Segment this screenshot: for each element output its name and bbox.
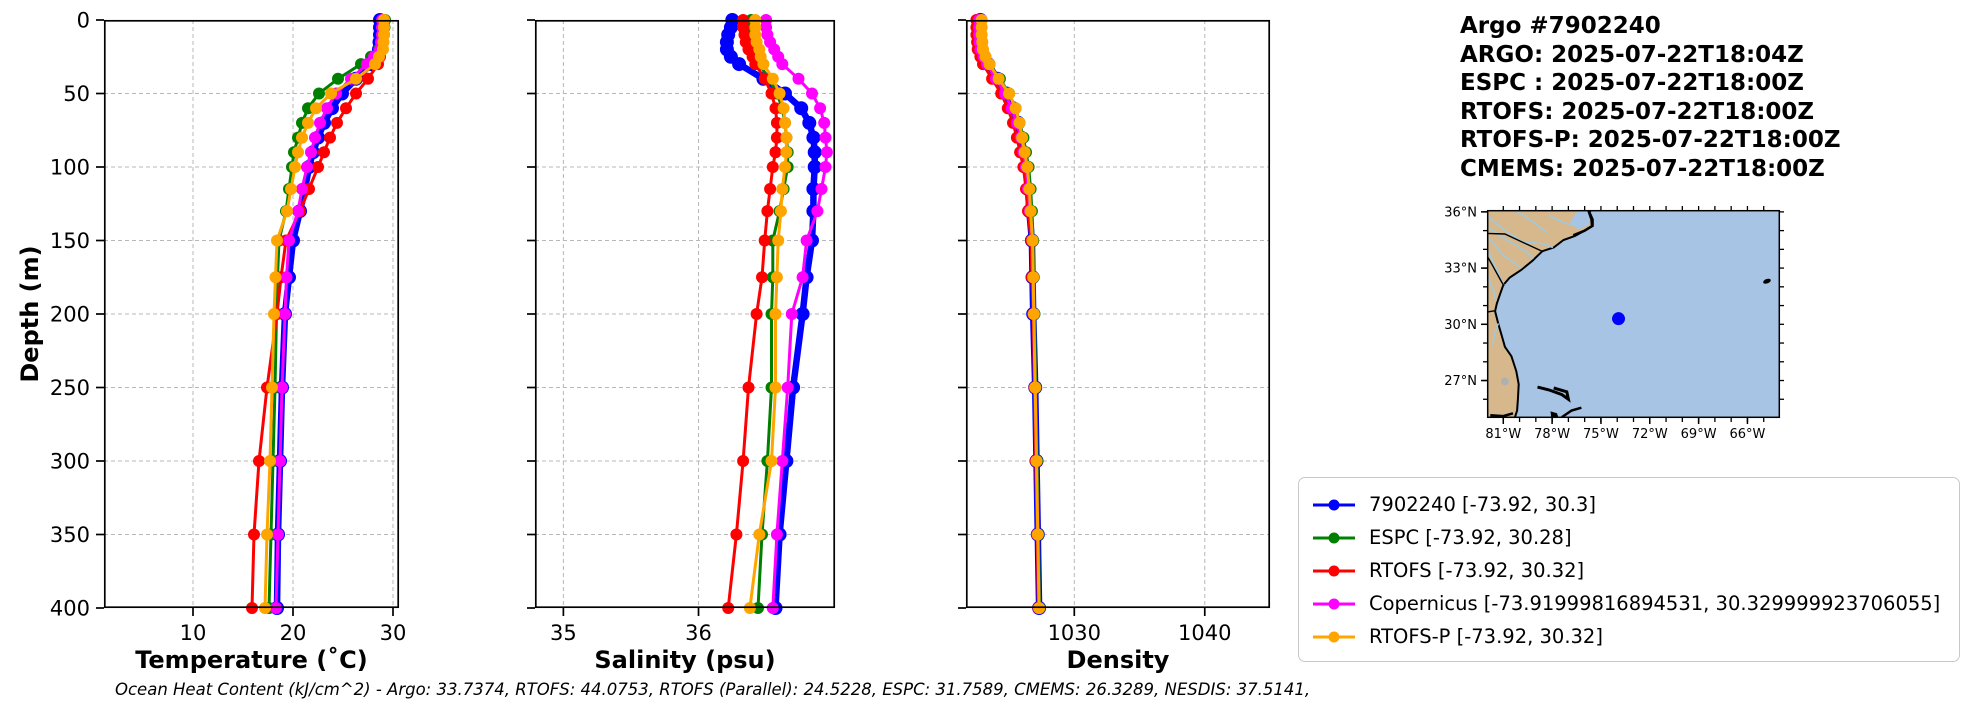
- river: [1487, 275, 1497, 302]
- legend-label: 7902240 [-73.92, 30.3]: [1369, 493, 1596, 516]
- location-map: 81°W 78°W 75°W 72°W 69°W 66°W 36°N 33°N 30°N 27°N: [1444, 205, 1784, 442]
- legend-label: RTOFS [-73.92, 30.32]: [1369, 559, 1585, 582]
- map-lon-tick-label: 72°W: [1632, 427, 1668, 442]
- legend-label: Copernicus [-73.91999816894531, 30.32999…: [1369, 592, 1941, 615]
- legend-item-rtofs: RTOFS [-73.92, 30.32]: [1311, 554, 1945, 587]
- florida-keys: [1490, 412, 1514, 418]
- float-position-marker: [1612, 312, 1626, 326]
- depth-tick-label: 300: [50, 450, 90, 474]
- x-tick-label: 1040: [1178, 621, 1231, 645]
- map-lat-tick-label: 27°N: [1444, 374, 1477, 389]
- density-axis-title: Density: [1066, 646, 1170, 674]
- river: [1514, 210, 1548, 234]
- legend-item-copernicus: Copernicus [-73.91999816894531, 30.32999…: [1311, 587, 1945, 620]
- map-lat-tick-label: 36°N: [1444, 205, 1477, 220]
- bermuda: [1763, 278, 1771, 284]
- depth-tick-label: 0: [77, 9, 90, 33]
- temperature-profile-chart: 10 20 30 0 50 100 150 200 250 300 350 400: [50, 9, 406, 645]
- temperature-axis-title: Temperature (˚C): [135, 646, 368, 674]
- ocean-heat-content-note: Ocean Heat Content (kJ/cm^2) - Argo: 33.…: [115, 680, 1311, 699]
- line-marker-icon: [1311, 630, 1357, 644]
- river: [1488, 237, 1522, 269]
- pamlico-sound: [1570, 210, 1590, 230]
- x-tick-label: 35: [550, 621, 577, 645]
- map-lon-tick-label: 69°W: [1681, 427, 1717, 442]
- salinity-axis-title: Salinity (psu): [594, 646, 776, 674]
- map-lat-tick-label: 33°N: [1444, 262, 1477, 277]
- depth-tick-label: 200: [50, 303, 90, 327]
- rtofs-p-timestamp: RTOFS-P: 2025-07-22T18:00Z: [1460, 127, 1841, 153]
- state-border: [1487, 255, 1505, 287]
- bahamas-island: [1537, 385, 1571, 403]
- outer-banks: [1572, 210, 1594, 237]
- river: [1491, 323, 1500, 346]
- argo-timestamp: ARGO: 2025-07-22T18:04Z: [1460, 41, 1804, 68]
- depth-tick-label: 250: [50, 376, 90, 400]
- legend-item-espc: ESPC [-73.92, 30.28]: [1311, 521, 1945, 554]
- legend: 7902240 [-73.92, 30.3] ESPC [-73.92, 30.…: [1298, 477, 1960, 662]
- legend-item-argo: 7902240 [-73.92, 30.3]: [1311, 488, 1945, 521]
- bahamas-island: [1550, 411, 1559, 418]
- salinity-profile-chart: 35 36: [527, 13, 836, 645]
- depth-tick-label: 400: [50, 597, 90, 621]
- x-tick-label: 1030: [1048, 621, 1101, 645]
- map-lon-tick-label: 81°W: [1485, 427, 1521, 442]
- float-title: Argo #7902240: [1460, 13, 1661, 39]
- title-block: Argo #7902240 ARGO: 2025-07-22T18:04Z ES…: [1460, 12, 1841, 183]
- x-tick-label: 30: [380, 621, 407, 645]
- river: [1548, 214, 1574, 226]
- rtofs-timestamp: RTOFS: 2025-07-22T18:00Z: [1460, 98, 1815, 125]
- depth-tick-label: 100: [50, 156, 90, 180]
- density-profile-chart: 1030 1040: [958, 13, 1271, 645]
- y-axis-label: Depth (m): [16, 245, 44, 383]
- x-tick-label: 20: [280, 621, 307, 645]
- bahamas-island: [1561, 406, 1582, 418]
- depth-tick-label: 350: [50, 523, 90, 547]
- state-border: [1487, 232, 1544, 253]
- line-marker-icon: [1311, 597, 1357, 611]
- line-marker-icon: [1311, 531, 1357, 545]
- x-tick-label: 10: [180, 621, 207, 645]
- map-lat-tick-label: 30°N: [1444, 318, 1477, 333]
- line-marker-icon: [1311, 564, 1357, 578]
- legend-label: RTOFS-P [-73.92, 30.32]: [1369, 625, 1603, 648]
- dens-plot-area: 1030 1040: [958, 13, 1271, 645]
- map-lon-tick-label: 66°W: [1729, 427, 1765, 442]
- cmems-timestamp: CMEMS: 2025-07-22T18:00Z: [1460, 155, 1825, 182]
- map-lon-tick-label: 75°W: [1583, 427, 1619, 442]
- x-tick-label: 36: [685, 621, 712, 645]
- depth-tick-label: 50: [63, 82, 90, 106]
- legend-label: ESPC [-73.92, 30.28]: [1369, 526, 1572, 549]
- lake: [1500, 377, 1509, 386]
- line-marker-icon: [1311, 498, 1357, 512]
- sal-plot-area: 35 36: [527, 13, 836, 645]
- depth-tick-label: 150: [50, 229, 90, 253]
- map-lon-tick-label: 78°W: [1534, 427, 1570, 442]
- map-canvas: 81°W 78°W 75°W 72°W 69°W 66°W 36°N 33°N 30°N 27°N: [1444, 205, 1784, 442]
- espc-timestamp: ESPC : 2025-07-22T18:00Z: [1460, 70, 1804, 96]
- legend-item-rtofs-p: RTOFS-P [-73.92, 30.32]: [1311, 620, 1945, 653]
